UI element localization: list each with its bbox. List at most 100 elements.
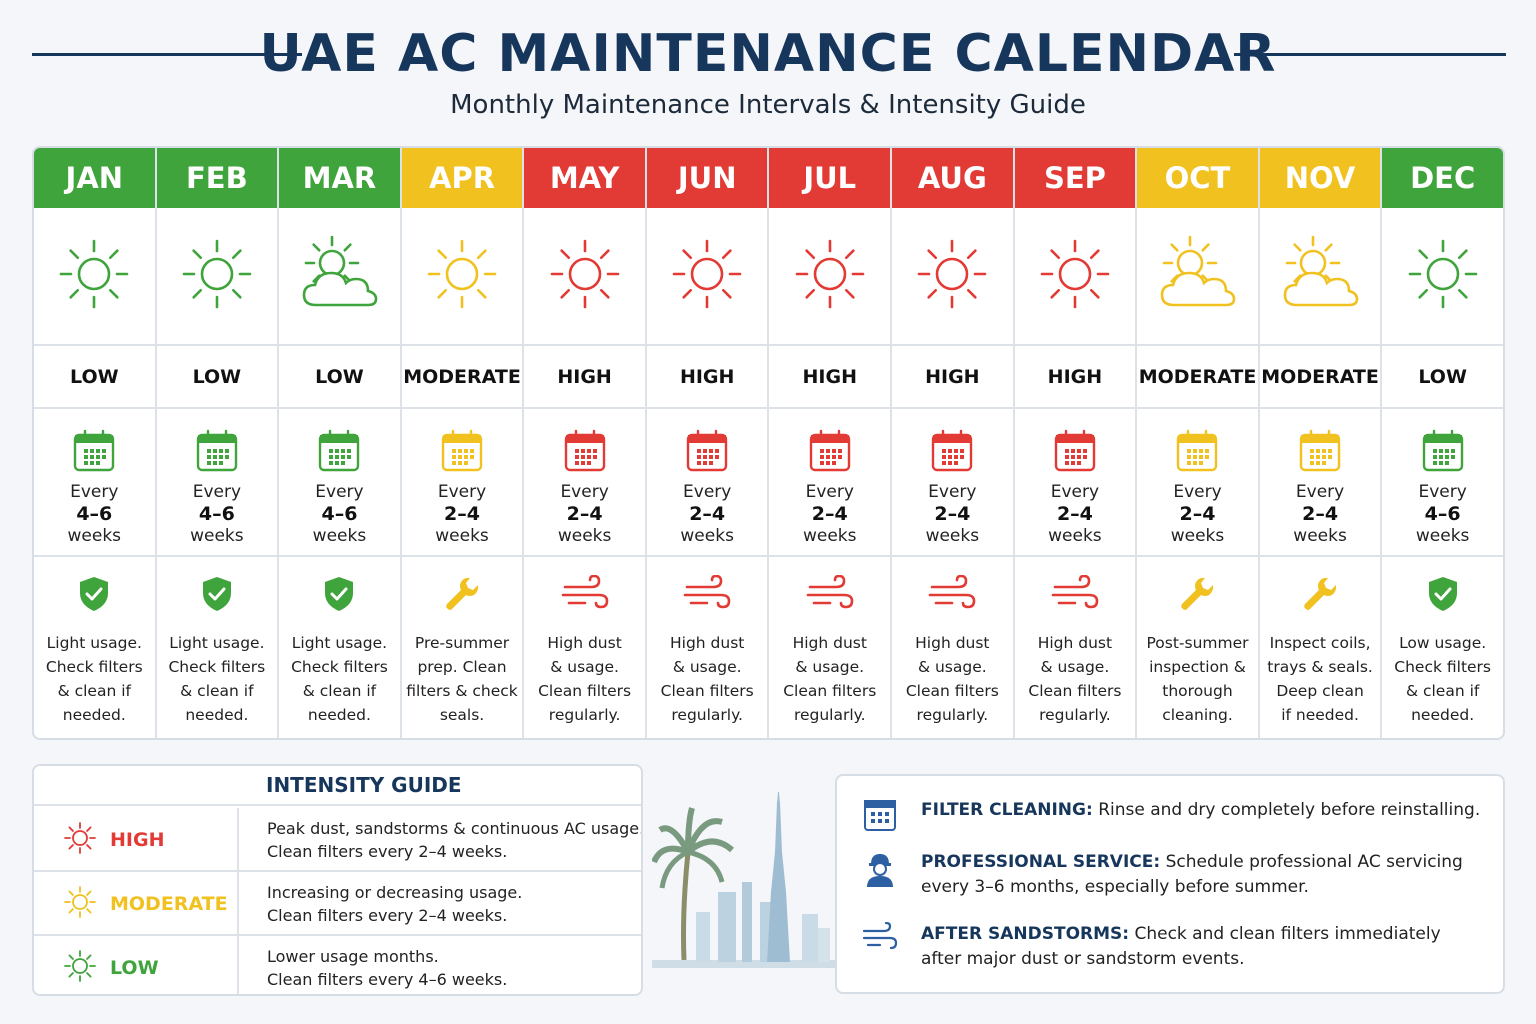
intensity-label: HIGH [110,829,165,851]
calendar-icon [317,429,361,477]
interval-range: 4–6 [321,503,358,525]
month-name: NOV [1259,148,1381,208]
intensity-label-cell: LOW [34,936,239,994]
interval-cell: Every 2–4 weeks [401,409,523,557]
shield-check-icon [322,575,356,617]
note-line: thorough [1162,682,1233,700]
intensity-level: HIGH [769,346,891,409]
note-line: Light usage. [169,634,265,652]
interval-unit: weeks [680,526,734,546]
calendar-icon [1421,429,1465,477]
intensity-level: LOW [156,346,278,409]
note-cell: Pre-summer prep. Clean filters & check seal… [402,557,523,738]
intensity-label-cell: MODERATE [34,872,239,936]
note-line: Clean filters [905,682,999,700]
intensity-level: LOW [279,346,400,409]
note-line: Light usage. [291,634,388,652]
interval-unit: weeks [1170,526,1225,546]
tip-item: AFTER SANDSTORMS: Check and clean filter… [861,922,1441,972]
description-line: Lower usage months. [267,947,439,966]
note-line: regularly. [793,706,866,724]
intensity-row-low: LOW Lower usage months. Clean filters ev… [34,936,641,994]
interval-range: 4–6 [1424,503,1461,525]
interval-range: 2–4 [934,503,971,525]
note-line: Clean filters [538,682,632,700]
month-name: MAR [279,148,400,208]
tip-body: Rinse and dry completely before reinstal… [1092,800,1481,820]
note-line: regularly. [671,706,743,724]
note-cell: Post-summer inspection & thorough cleaning. [1137,557,1258,738]
note-line: Low usage. [1399,634,1487,652]
note-line: Inspect coils, [1269,634,1371,652]
weather-cell [646,208,768,346]
note-line: Check filters [168,658,266,676]
sun-icon [666,233,748,319]
interval-cell: Every 2–4 weeks [892,409,1013,557]
note-line: & usage. [795,658,865,676]
month-column-nov: NOV MODERATE Every 2–4 weeks Inspect coi… [1259,148,1383,738]
wind-icon [1051,574,1099,617]
interval-every: Every [192,482,242,502]
interval-every: Every [315,482,364,502]
tip-text: AFTER SANDSTORMS: Check and clean filter… [921,922,1441,972]
maintenance-note: High dust & usage. Clean filters regularly. [779,631,880,727]
note-line: seals. [439,706,485,724]
note-line: needed. [185,706,249,724]
sun-icon [1034,233,1116,319]
tip-text: FILTER CLEANING: Rinse and dry completel… [921,798,1480,823]
note-line: Clean filters [660,682,754,700]
note-line: High dust [547,634,622,652]
interval-unit: weeks [557,526,612,546]
weather-cell [892,208,1013,346]
note-line: if needed. [1281,706,1359,724]
title-divider-right [1234,53,1506,56]
interval-every: Every [805,482,854,502]
description-line: Clean filters every 2–4 weeks. [267,906,508,925]
intensity-description: Increasing or decreasing usage. Clean fi… [239,872,641,936]
month-column-mar: MAR LOW Every 4–6 weeks Light usage. Chec… [279,148,402,738]
interval-range: 2–4 [689,503,726,525]
weather-cell [1259,208,1381,346]
interval-every: Every [1173,482,1222,502]
weather-cell [279,208,400,346]
note-line: needed. [307,706,371,724]
note-line: Clean filters [1028,682,1122,700]
wind-icon [561,574,609,617]
sun-icon [176,233,258,319]
weather-cell [156,208,278,346]
maintenance-note: Low usage. Check filters & clean if needed. [1390,631,1495,727]
note-line: Check filters [291,658,388,676]
interval-cell: Every 4–6 weeks [1382,409,1503,557]
calendar-icon [1298,429,1342,477]
note-line: cleaning. [1162,706,1233,724]
sun-icon [421,233,503,319]
calendar-icon [72,429,116,477]
month-name: DEC [1382,148,1503,208]
note-cell: High dust & usage. Clean filters regularly. [892,557,1013,738]
note-line: regularly. [1039,706,1111,724]
month-column-may: MAY HIGH Every 2–4 weeks High dust & usag… [524,148,647,738]
month-name: JUL [769,148,891,208]
interval-cell: Every 4–6 weeks [279,409,400,557]
interval-cell: Every 2–4 weeks [524,409,645,557]
sun-cloud-icon [298,233,380,319]
sun-icon [1402,233,1484,319]
weather-cell [34,208,155,346]
wrench-icon [1301,575,1339,617]
sun-icon [789,233,871,319]
intensity-level: MODERATE [401,346,523,409]
tip-title: PROFESSIONAL SERVICE: [921,852,1161,872]
description-line: Clean filters every 4–6 weeks. [267,970,508,989]
intensity-guide: INTENSITY GUIDE HIGH Peak dust, sandstor… [32,764,643,996]
interval-unit: weeks [1415,526,1470,546]
maintenance-note: Post-summer inspection & thorough cleaning. [1142,631,1252,727]
weather-cell [1382,208,1503,346]
note-cell: Light usage. Check filters & clean if neede… [157,557,278,738]
interval-every: Every [1418,482,1467,502]
maintenance-note: High dust & usage. Clean filters regularly. [534,631,635,727]
note-line: High dust [669,634,745,652]
interval-cell: Every 2–4 weeks [1137,409,1258,557]
maintenance-tips-panel: FILTER CLEANING: Rinse and dry completel… [835,774,1505,994]
wind-icon [861,922,899,952]
month-column-sep: SEP HIGH Every 2–4 weeks High dust & usag… [1014,148,1138,738]
